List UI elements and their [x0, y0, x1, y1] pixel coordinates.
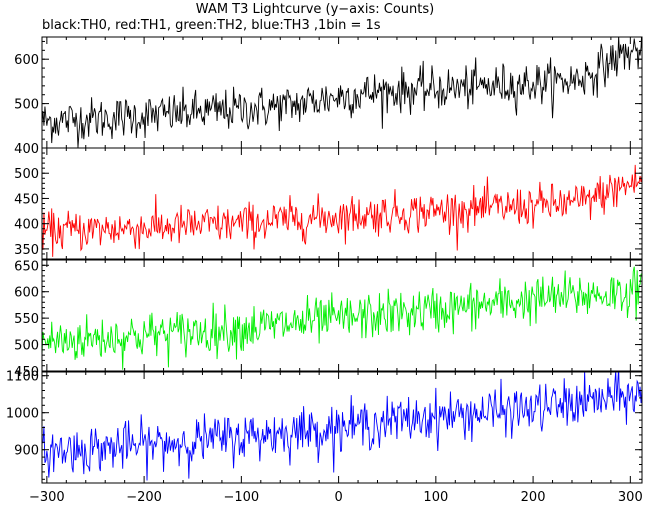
- panels-group: 400 500 600 350 400 450 500 450 500 550 600 650 900 1…: [6, 36, 643, 484]
- y-tick-label: 500: [14, 339, 39, 354]
- y-tick-label: 600: [14, 286, 39, 301]
- y-tick-label: 550: [14, 312, 39, 327]
- x-tick-label: 0: [334, 490, 342, 505]
- y-tick-label: 1000: [6, 407, 39, 422]
- y-tick-label: 500: [14, 98, 39, 113]
- panel-th3: 900 1000 1100: [6, 370, 643, 484]
- y-tick-label: 900: [14, 444, 39, 459]
- y-tick-label: 600: [14, 53, 39, 68]
- x-tick-label: 100: [423, 490, 448, 505]
- y-tick-label: 650: [14, 259, 39, 274]
- panel-th0: 400 500 600: [14, 36, 643, 157]
- x-axis: −300 −200 −100 0 100 200 300: [29, 490, 643, 505]
- y-tick-label: 500: [14, 167, 39, 182]
- y-tick-label: 450: [14, 192, 39, 207]
- series-line-th2: [42, 266, 642, 370]
- y-tick-label: 400: [14, 218, 39, 233]
- series-line-th1: [42, 164, 642, 257]
- y-tick-label: 350: [14, 243, 39, 258]
- panel-th2: 450 500 550 600 650: [14, 259, 643, 380]
- chart-subtitle: black:TH0, red:TH1, green:TH2, blue:TH3 …: [42, 18, 381, 33]
- panel-frame: [41, 259, 643, 372]
- chart-title: WAM T3 Lightcurve (y−axis: Counts): [196, 2, 434, 17]
- panel-frame: [41, 147, 643, 260]
- y-tick-label: 1100: [6, 370, 39, 385]
- series-line-th0: [42, 37, 642, 148]
- y-tick-label: 400: [14, 142, 39, 157]
- x-tick-label: 300: [618, 490, 643, 505]
- x-tick-label: −200: [126, 490, 162, 505]
- x-tick-label: −300: [29, 490, 65, 505]
- y-tick-label: 450: [14, 365, 39, 380]
- x-tick-label: 200: [521, 490, 546, 505]
- x-tick-label: −100: [223, 490, 259, 505]
- panel-th1: 350 400 450 500: [14, 147, 643, 260]
- series-line-th3: [42, 372, 642, 481]
